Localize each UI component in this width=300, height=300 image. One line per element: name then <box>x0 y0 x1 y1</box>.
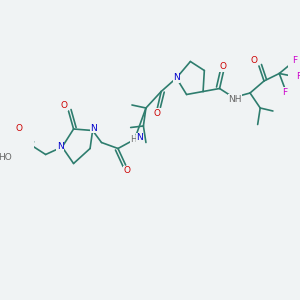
Text: F: F <box>282 88 287 97</box>
Text: O: O <box>123 167 130 176</box>
Text: O: O <box>251 56 258 65</box>
Text: O: O <box>154 109 161 118</box>
Text: F: F <box>292 56 298 65</box>
Text: H: H <box>130 135 136 144</box>
Text: O: O <box>220 62 227 71</box>
Text: N: N <box>136 134 143 142</box>
Text: F: F <box>296 72 300 81</box>
Text: NH: NH <box>228 94 242 103</box>
Text: N: N <box>57 142 64 152</box>
Text: N: N <box>91 124 97 133</box>
Text: O: O <box>16 124 22 134</box>
Text: HO: HO <box>0 153 12 162</box>
Text: O: O <box>60 101 68 110</box>
Text: N: N <box>173 74 180 82</box>
